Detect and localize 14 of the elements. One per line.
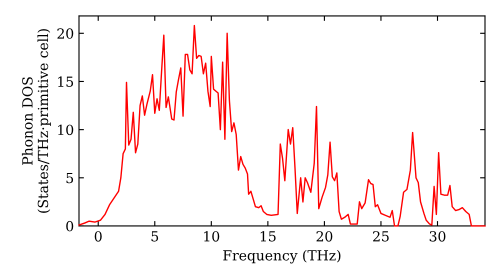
x-axis-title: Frequency (THz) (223, 250, 340, 264)
x-tick-label: 10 (204, 231, 220, 242)
x-tick-label: 25 (373, 231, 389, 242)
y-tick-label: 20 (57, 28, 74, 39)
x-tick-label: 0 (94, 231, 102, 242)
x-tick-label: 5 (152, 231, 158, 242)
y-tick-label: 5 (66, 172, 74, 184)
x-tick-label: 30 (430, 231, 446, 242)
x-tick-label: 15 (260, 231, 276, 242)
y-axis-title: Phonon DOS (States/THz·primitive cell) (22, 29, 51, 213)
y-tick-label: 15 (58, 76, 74, 87)
y-tick-label: 10 (58, 124, 74, 136)
x-tick-label: 20 (316, 231, 332, 242)
y-tick-label: 0 (66, 220, 74, 232)
